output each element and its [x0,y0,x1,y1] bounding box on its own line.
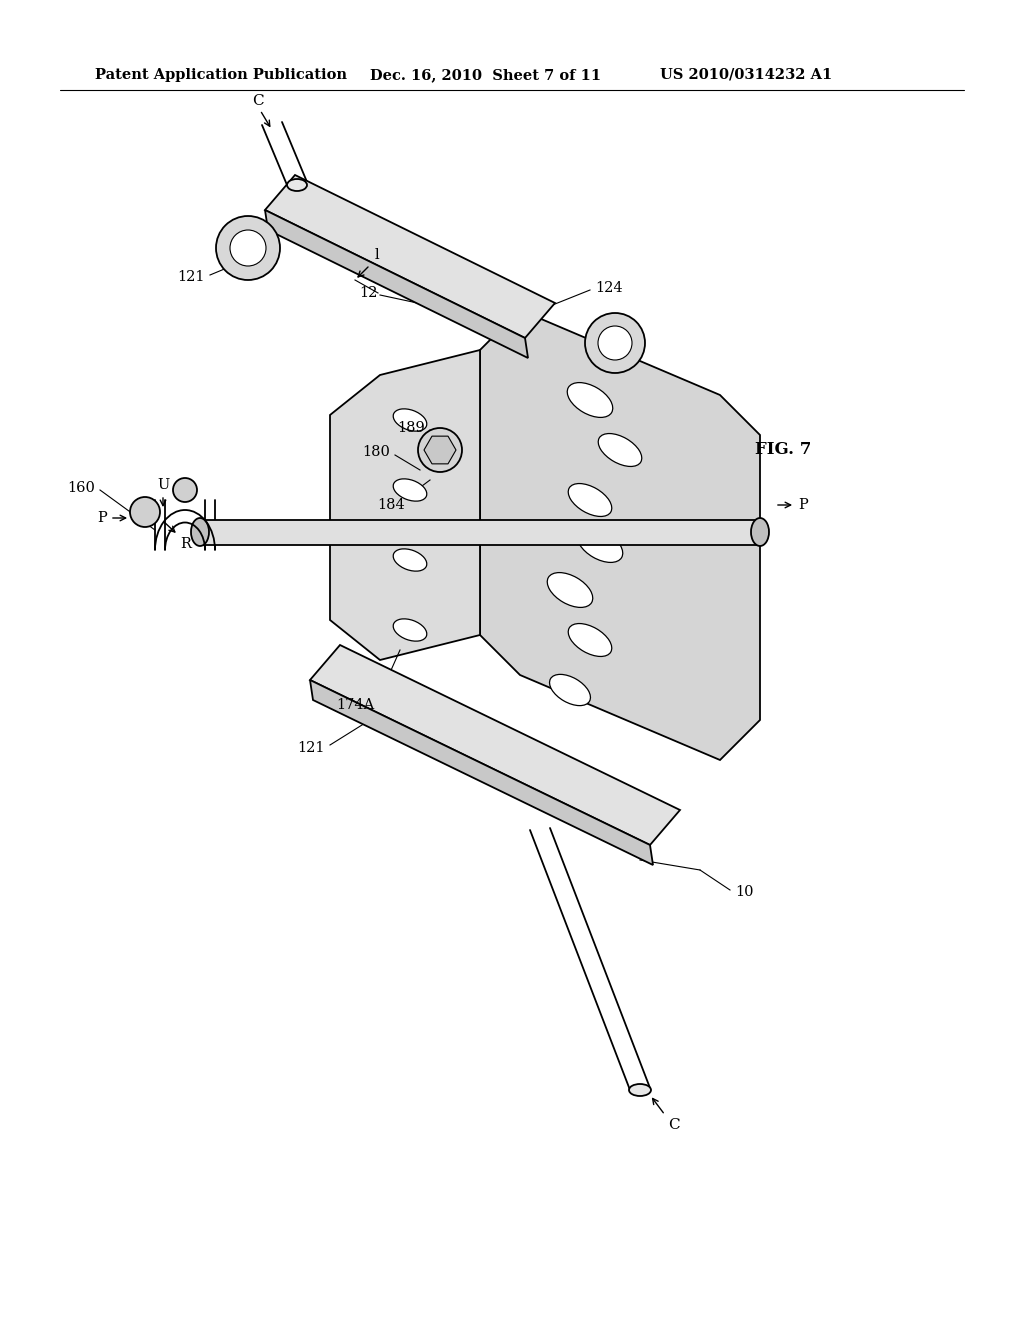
Circle shape [173,478,197,502]
Text: 124: 124 [595,281,623,294]
Text: 189: 189 [397,421,425,436]
Text: l: l [375,248,380,261]
Circle shape [418,428,462,473]
Ellipse shape [751,517,769,546]
Ellipse shape [568,483,611,516]
Ellipse shape [191,517,209,546]
Text: R: R [180,537,190,550]
Text: Dec. 16, 2010  Sheet 7 of 11: Dec. 16, 2010 Sheet 7 of 11 [370,69,601,82]
Polygon shape [265,176,555,338]
Ellipse shape [550,675,591,706]
Polygon shape [480,310,760,760]
Text: 121: 121 [298,741,325,755]
Ellipse shape [567,383,612,417]
Text: 12: 12 [359,286,378,300]
Text: P: P [97,511,106,525]
Circle shape [216,216,280,280]
Ellipse shape [578,528,623,562]
Ellipse shape [568,623,611,656]
Ellipse shape [393,409,427,432]
Text: 180: 180 [362,445,390,459]
Text: C: C [252,94,264,108]
Ellipse shape [547,573,593,607]
Text: FIG. 7: FIG. 7 [755,441,811,458]
Circle shape [130,498,160,527]
Ellipse shape [287,180,307,191]
Text: 174A: 174A [337,698,375,711]
Polygon shape [310,645,680,845]
Text: Patent Application Publication: Patent Application Publication [95,69,347,82]
Polygon shape [310,680,653,865]
Text: P: P [798,498,808,512]
Polygon shape [265,210,528,358]
Circle shape [585,313,645,374]
Text: 184: 184 [377,498,406,512]
Circle shape [598,326,632,360]
Circle shape [230,230,266,267]
Text: C: C [668,1118,680,1133]
Polygon shape [200,520,760,545]
Polygon shape [424,436,456,463]
Ellipse shape [598,433,642,466]
Text: 170: 170 [245,528,272,543]
Text: U: U [157,478,169,492]
Text: 160: 160 [68,480,95,495]
Polygon shape [330,350,480,660]
Text: 10: 10 [735,884,754,899]
Ellipse shape [629,1084,651,1096]
Ellipse shape [393,549,427,572]
Ellipse shape [393,619,427,642]
Ellipse shape [393,479,427,502]
Text: 121: 121 [177,271,205,284]
Text: US 2010/0314232 A1: US 2010/0314232 A1 [660,69,833,82]
